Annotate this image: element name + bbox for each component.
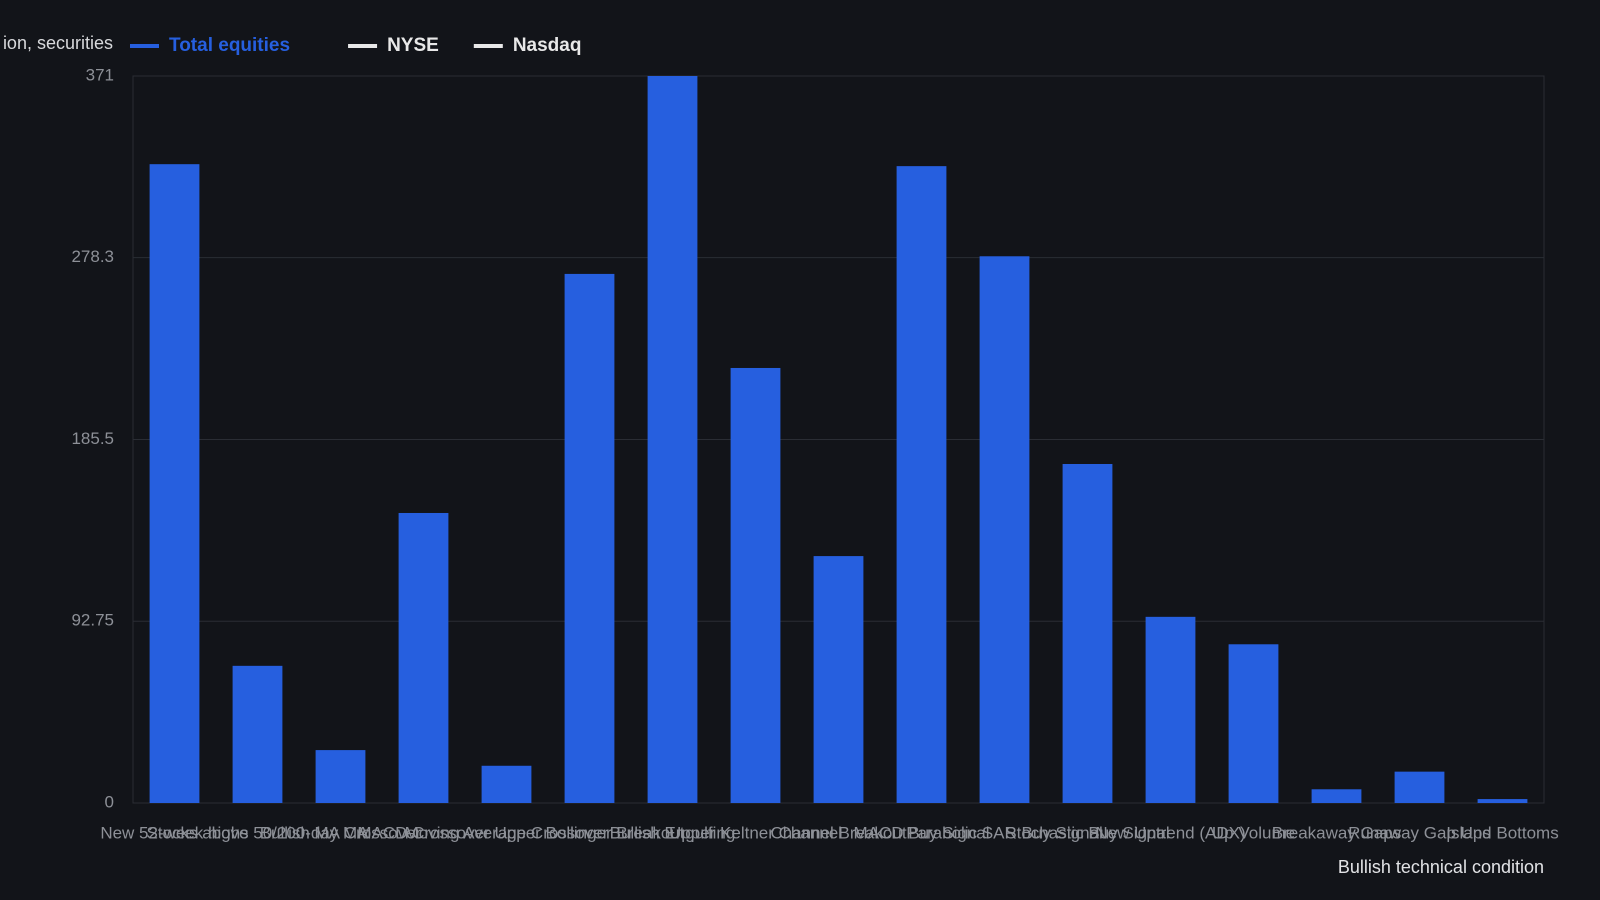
bar xyxy=(647,76,698,803)
x-tick-label: Breakaway Gaps xyxy=(1272,823,1401,842)
x-tick-label: Channel Breakout xyxy=(770,823,906,842)
bar xyxy=(730,367,781,803)
x-tick-label: New 52-week highs xyxy=(100,823,248,842)
y-axis-label: ion, securities xyxy=(3,33,113,53)
x-tick-label: Bullish MA Crossover xyxy=(260,823,422,842)
bar xyxy=(813,556,864,803)
bar xyxy=(149,164,200,803)
legend-label[interactable]: Total equities xyxy=(169,35,290,56)
bar xyxy=(896,166,947,804)
legend-label[interactable]: Nasdaq xyxy=(513,35,582,56)
y-tick-label: 371 xyxy=(86,65,114,84)
x-axis-label: Bullish technical condition xyxy=(1338,857,1544,877)
legend-label[interactable]: NYSE xyxy=(387,35,439,56)
bar xyxy=(232,665,283,803)
bar xyxy=(979,256,1030,803)
bar xyxy=(1311,789,1362,803)
bar xyxy=(398,512,449,803)
bar xyxy=(481,765,532,803)
bar xyxy=(315,750,366,803)
x-tick-label: Island Bottoms xyxy=(1446,823,1558,842)
x-tick-label: MACD Crossover xyxy=(357,823,490,842)
x-tick-label: Runaway Gap Ups xyxy=(1348,823,1491,842)
y-tick-label: 0 xyxy=(105,792,114,811)
y-tick-label: 278.3 xyxy=(71,247,114,266)
x-tick-label: Stocks above 50/200-day MA xyxy=(146,823,369,842)
x-tick-label: MACD Buy Signal xyxy=(853,823,989,842)
x-tick-label: Upper Keltner Channel xyxy=(669,823,842,842)
bar xyxy=(1477,799,1528,803)
x-tick-label: New Uptrend (ADX) xyxy=(1095,823,1245,842)
bar xyxy=(1062,463,1113,803)
x-tick-label: Moving Average Crossover xyxy=(405,823,609,842)
y-tick-label: 185.5 xyxy=(71,429,114,448)
x-tick-label: Stochastic Buy Signal xyxy=(1005,823,1169,842)
bar xyxy=(564,273,615,803)
bar xyxy=(1394,771,1445,803)
x-tick-label: Upper Bollinger Breakout xyxy=(495,823,685,842)
bar xyxy=(1145,616,1196,803)
y-tick-label: 92.75 xyxy=(71,611,114,630)
x-tick-label: Bullish Engulfing xyxy=(610,823,736,842)
x-tick-label: Parabolic SAR Buy Signal xyxy=(906,823,1103,842)
bar xyxy=(1228,644,1279,803)
x-tick-label: Up Volume xyxy=(1212,823,1295,842)
